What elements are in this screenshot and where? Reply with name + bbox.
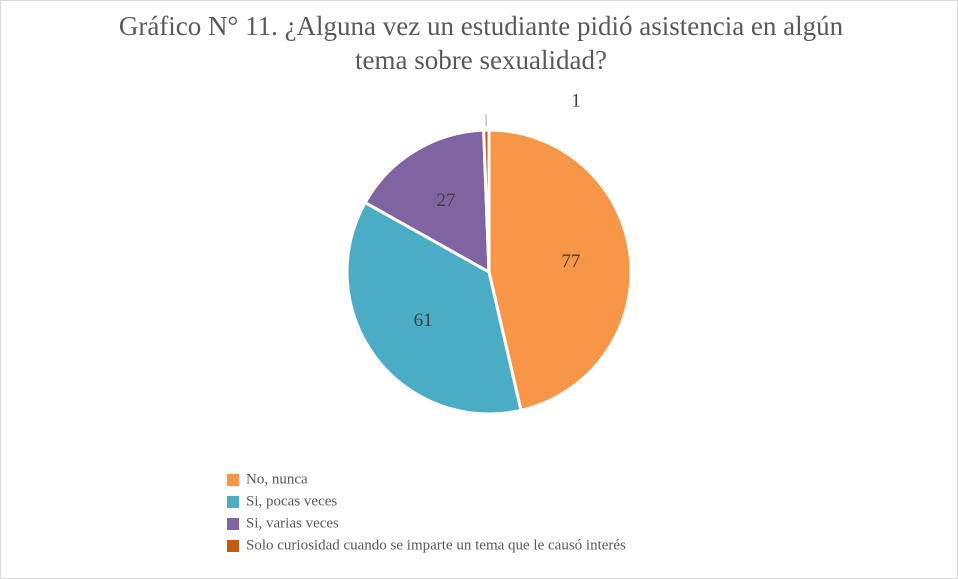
data-label: 77	[561, 251, 580, 272]
data-label: 1	[571, 90, 581, 111]
pie-slice	[487, 128, 633, 413]
legend-swatch	[227, 540, 239, 552]
pie-slice	[482, 128, 491, 273]
legend-swatch	[227, 496, 239, 508]
legend-label: Solo curiosidad cuando se imparte un tem…	[246, 537, 626, 553]
legend-label: Si, pocas veces	[246, 493, 337, 509]
legend-swatch	[227, 474, 239, 486]
pie-slice	[345, 200, 523, 416]
data-label: 27	[437, 190, 456, 211]
data-label: 61	[414, 310, 433, 331]
legend-label: Si, varias veces	[246, 515, 339, 531]
chart-title: Gráfico N° 11. ¿Alguna vez un estudiante…	[118, 11, 844, 75]
legend-swatch	[227, 518, 239, 530]
pie-slice	[363, 128, 491, 275]
legend-label: No, nunca	[246, 471, 308, 487]
